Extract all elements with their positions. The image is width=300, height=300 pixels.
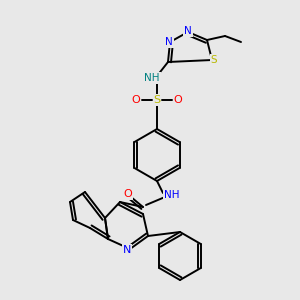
Text: NH: NH	[164, 190, 180, 200]
Text: N: N	[184, 26, 192, 36]
Text: O: O	[174, 95, 182, 105]
Text: O: O	[124, 189, 132, 199]
Text: S: S	[211, 55, 217, 65]
Text: O: O	[132, 95, 140, 105]
Text: NH: NH	[144, 73, 160, 83]
Text: N: N	[123, 245, 131, 255]
Text: N: N	[165, 37, 173, 47]
Text: S: S	[153, 95, 161, 105]
